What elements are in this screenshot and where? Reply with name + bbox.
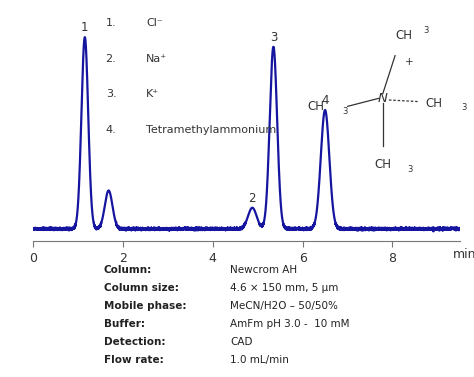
Text: CH: CH xyxy=(395,29,412,41)
Text: 3: 3 xyxy=(423,26,428,35)
Text: Column size:: Column size: xyxy=(104,283,179,293)
Text: Tetramethylammonium: Tetramethylammonium xyxy=(146,125,276,135)
Text: 3: 3 xyxy=(407,165,413,174)
Text: Column:: Column: xyxy=(104,265,152,275)
Text: 1.: 1. xyxy=(106,18,116,28)
Text: N: N xyxy=(378,92,388,105)
Text: CAD: CAD xyxy=(230,337,253,347)
Text: 2: 2 xyxy=(248,192,256,205)
Text: min: min xyxy=(453,248,474,261)
Text: AmFm pH 3.0 -  10 mM: AmFm pH 3.0 - 10 mM xyxy=(230,319,349,329)
Text: 3: 3 xyxy=(462,103,467,112)
Text: 3: 3 xyxy=(342,107,348,116)
Text: 2.: 2. xyxy=(106,54,116,64)
Text: 4.6 × 150 mm, 5 μm: 4.6 × 150 mm, 5 μm xyxy=(230,283,338,293)
Text: 4.: 4. xyxy=(106,125,116,135)
Text: 1.0 mL/min: 1.0 mL/min xyxy=(230,355,289,365)
Text: Cl⁻: Cl⁻ xyxy=(146,18,163,28)
Text: 4: 4 xyxy=(321,94,329,107)
Text: Na⁺: Na⁺ xyxy=(146,54,167,64)
Text: MeCN/H2O – 50/50%: MeCN/H2O – 50/50% xyxy=(230,301,338,311)
Text: CH: CH xyxy=(425,97,442,110)
Text: 1: 1 xyxy=(81,21,89,34)
Text: 3: 3 xyxy=(270,31,277,44)
Text: Buffer:: Buffer: xyxy=(104,319,145,329)
Text: Newcrom AH: Newcrom AH xyxy=(230,265,297,275)
Text: K⁺: K⁺ xyxy=(146,89,159,100)
Text: CH: CH xyxy=(307,100,324,113)
Text: Detection:: Detection: xyxy=(104,337,165,347)
Text: Flow rate:: Flow rate: xyxy=(104,355,164,365)
Text: Mobile phase:: Mobile phase: xyxy=(104,301,186,311)
Text: +: + xyxy=(405,57,413,67)
Text: 3.: 3. xyxy=(106,89,116,100)
Text: CH: CH xyxy=(374,158,392,172)
